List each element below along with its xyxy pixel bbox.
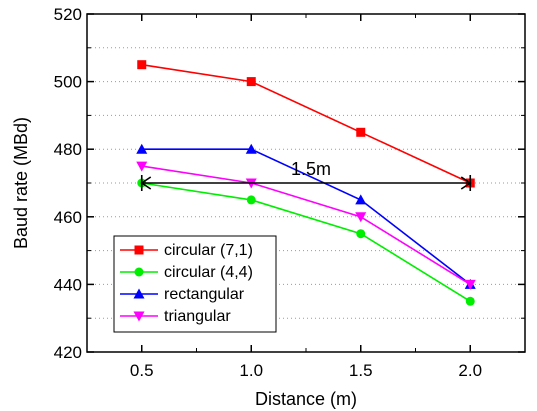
legend-label: rectangular <box>164 286 245 303</box>
y-tick-label: 480 <box>54 140 82 159</box>
y-tick-label: 520 <box>54 5 82 24</box>
data-point <box>137 60 147 70</box>
annotation-layer: 1.5m <box>140 159 472 191</box>
x-tick-label: 1.0 <box>239 361 263 380</box>
legend-label: triangular <box>164 308 231 325</box>
y-tick-label: 420 <box>54 343 82 362</box>
y-tick-label: 440 <box>54 275 82 294</box>
y-axis-label: Baud rate (MBd) <box>11 117 31 249</box>
legend-label: circular (7,1) <box>164 242 253 259</box>
data-point <box>136 143 148 154</box>
y-tick-label: 500 <box>54 73 82 92</box>
legend-marker <box>133 311 145 322</box>
data-point <box>465 296 475 306</box>
y-tick-label: 460 <box>54 208 82 227</box>
series-line <box>141 165 471 286</box>
x-tick-label: 2.0 <box>458 361 482 380</box>
legend: circular (7,1) circular (4,4) rectangular t… <box>113 235 277 333</box>
data-point <box>136 161 148 172</box>
data-point <box>356 127 366 137</box>
data-point <box>355 212 367 223</box>
data-point <box>355 194 367 205</box>
series-line <box>141 182 471 302</box>
data-point <box>246 195 256 205</box>
series-line <box>141 148 471 286</box>
series-line <box>141 63 471 184</box>
series-1 <box>137 178 475 306</box>
legend-item: circular (4,4) <box>120 264 253 281</box>
legend-marker <box>133 288 145 299</box>
legend-marker <box>134 245 144 255</box>
series-2 <box>136 143 476 289</box>
legend-item: rectangular <box>120 286 245 303</box>
legend-marker <box>134 267 144 277</box>
legend-label: circular (4,4) <box>164 264 253 281</box>
data-point <box>246 77 256 87</box>
x-tick-label: 1.5 <box>349 361 373 380</box>
data-point <box>245 143 257 154</box>
axes: 420 440 460 480 500 520 0.5 1.0 1.5 2.0 <box>54 5 526 380</box>
annotation-label: 1.5m <box>291 159 331 179</box>
data-point <box>464 279 476 290</box>
x-axis-label: Distance (m) <box>255 389 357 409</box>
data-point <box>356 229 366 239</box>
x-tick-label: 0.5 <box>130 361 154 380</box>
legend-item: circular (7,1) <box>120 242 253 259</box>
legend-item: triangular <box>120 308 231 325</box>
